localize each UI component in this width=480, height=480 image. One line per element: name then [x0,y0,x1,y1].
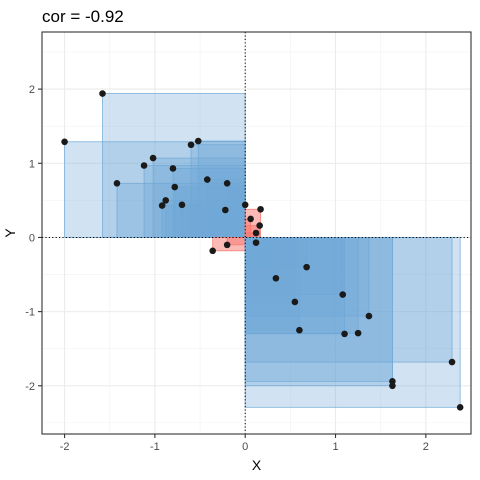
negative-product-rect [161,205,246,238]
data-point [448,358,456,366]
data-point [247,215,254,223]
data-point [187,141,195,149]
y-tick-label: 0 [29,232,35,244]
y-tick-label: 2 [29,84,35,96]
data-point [162,197,170,204]
data-point [256,222,263,229]
x-tick-label: 1 [332,441,338,453]
negative-product-rect [244,237,359,334]
data-point [365,312,373,320]
data-point [456,403,464,411]
y-tick-label: 1 [29,158,35,170]
negative-product-rect [226,182,246,238]
y-tick-label: -1 [25,307,35,319]
data-point [194,137,202,145]
zero-reference-lines [42,32,471,434]
y-tick-label: -2 [25,381,35,393]
data-point [223,180,231,187]
x-tick-label: 0 [242,441,248,453]
axes: -2 -1 0 1 2 -2 -1 0 1 2 [25,84,429,453]
negative-product-rect [190,144,246,238]
data-point [303,263,310,271]
negative-product-rect [244,237,461,408]
panel-border [41,31,472,435]
negative-product-rect [143,165,246,238]
data-point [209,247,216,255]
data-point [61,138,68,146]
data-point [223,241,231,249]
data-point [252,239,260,246]
negative-product-rect [244,237,344,295]
negative-product-rect [152,157,246,238]
data-point [171,183,179,191]
negative-product-rect [244,237,453,363]
x-tick-label: -2 [60,441,70,453]
x-axis-title: X [252,457,262,473]
data-point [354,329,362,337]
data-point [203,176,211,183]
x-tick-label: -1 [150,441,160,453]
data-point [158,202,166,209]
negative-product-rect [165,199,246,238]
data-point [140,162,148,169]
data-point [222,206,229,214]
x-tick-label: 2 [423,441,429,453]
data-point [389,382,396,390]
data-point [252,229,260,237]
data-point [296,326,303,334]
data-point [291,298,299,306]
negative-product-rect [244,237,300,331]
data-points [61,90,464,411]
data-point [169,165,177,172]
y-axis-title: Y [2,228,18,238]
negative-product-rect [244,237,393,387]
data-point [113,180,121,187]
data-point [339,291,347,298]
data-point [178,201,186,209]
chart-title: cor = -0.92 [42,7,124,26]
data-point [149,154,157,162]
data-point [257,205,264,213]
negative-product-rect [174,186,246,238]
product-rectangles [64,93,461,408]
negative-product-rect [197,140,246,238]
negative-product-rect [244,237,296,303]
data-point [272,274,280,282]
negative-product-rect [244,237,345,335]
data-point [341,330,348,338]
data-point [241,201,249,209]
data-point [99,90,106,97]
